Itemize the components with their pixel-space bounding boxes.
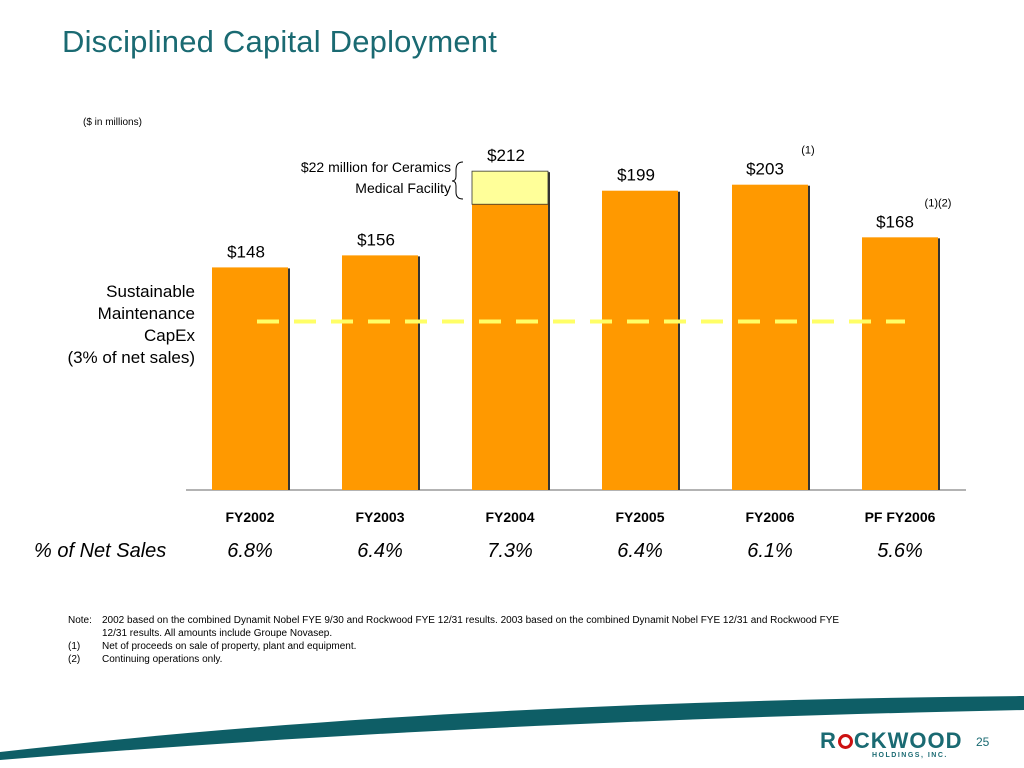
side-label-line: (3% of net sales): [67, 348, 195, 367]
note-text: Net of proceeds on sale of property, pla…: [102, 641, 357, 652]
bar: [472, 204, 548, 491]
ceramics-annotation-line1: $22 million for Ceramics: [301, 159, 451, 175]
pct-net-sales-value: 6.4%: [357, 540, 403, 562]
bar-value-label: $203: [746, 160, 784, 179]
x-tick-label: FY2002: [225, 509, 274, 525]
bar-segment-ceramics: [471, 170, 549, 205]
bar-value-label: $199: [617, 166, 655, 185]
bar-value-label: $212: [487, 146, 525, 165]
bar-value-label: $168: [876, 212, 914, 231]
pct-net-sales-value: 6.8%: [227, 540, 273, 562]
side-label-line: CapEx: [143, 326, 195, 345]
maintenance-capex-label: Sustainable Maintenance CapEx (3% of net…: [0, 281, 195, 369]
logo-subtitle: HOLDINGS, INC.: [872, 752, 948, 759]
bar-value-label: $156: [357, 230, 395, 249]
x-tick-label: FY2004: [485, 509, 534, 525]
x-tick-label: PF FY2006: [865, 509, 936, 525]
note-key: Note:: [68, 615, 92, 626]
page-number: 25: [976, 735, 990, 749]
page-title: Disciplined Capital Deployment: [62, 24, 498, 59]
units-note: ($ in millions): [83, 117, 142, 128]
bar: [212, 267, 288, 490]
annotation-brace: [451, 161, 464, 200]
logo-o-mark: [837, 734, 853, 749]
note-text: 2002 based on the combined Dynamit Nobel…: [102, 615, 840, 626]
bar-footnote-mark: (1): [801, 145, 814, 157]
logo-text: R: [820, 728, 837, 753]
side-label-line: Sustainable: [106, 282, 195, 301]
company-logo: R CKWOOD HOLDINGS, INC.: [820, 728, 970, 760]
footer-wave: [0, 696, 1024, 768]
x-tick-label: FY2006: [745, 509, 794, 525]
note-text: Continuing operations only.: [102, 654, 223, 665]
bar: [342, 255, 418, 490]
x-tick-label: FY2005: [615, 509, 664, 525]
pct-net-sales-value: 6.1%: [747, 540, 793, 562]
note-row: Note: 2002 based on the combined Dynamit …: [68, 614, 839, 627]
pct-net-sales-value: 6.4%: [617, 540, 663, 562]
side-label-line: Maintenance: [97, 304, 195, 323]
ceramics-annotation-line2: Medical Facility: [355, 180, 451, 196]
logo-text: CKWOOD: [853, 728, 963, 753]
pct-net-sales-label: % of Net Sales: [34, 540, 166, 562]
bar-footnote-mark: (1)(2): [925, 197, 952, 209]
bar: [732, 184, 808, 491]
note-row: 12/31 results. All amounts include Group…: [102, 627, 332, 640]
note-key: (1): [68, 641, 81, 652]
bar: [602, 190, 678, 491]
pct-net-sales-value: 7.3%: [487, 540, 533, 562]
note-row: (2) Continuing operations only.: [68, 653, 222, 666]
note-row: (1) Net of proceeds on sale of property, …: [68, 640, 356, 653]
bar: [862, 237, 938, 490]
x-tick-label: FY2003: [355, 509, 404, 525]
note-text: 12/31 results. All amounts include Group…: [102, 628, 333, 639]
logo-wordmark: R CKWOOD: [820, 728, 963, 754]
bar-value-label: $148: [227, 242, 265, 261]
note-key: (2): [68, 654, 81, 665]
pct-net-sales-value: 5.6%: [877, 540, 923, 562]
